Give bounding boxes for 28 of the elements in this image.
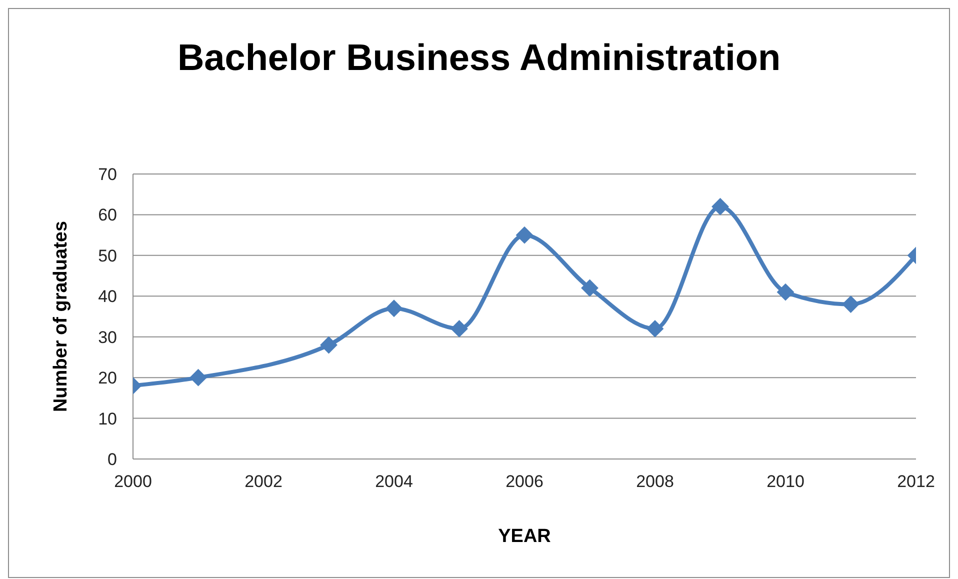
y-tick-label: 10 [98,409,117,428]
point [646,320,664,338]
y-axis-title: Number of graduates [50,220,72,412]
x-tick-label: 2002 [244,472,282,492]
y-tick-label: 70 [98,165,117,184]
point [450,320,468,338]
x-tick-label: 2004 [375,472,413,492]
y-tick-label: 40 [98,287,117,306]
x-tick-label: 2000 [114,472,152,492]
point [581,280,598,296]
point [190,369,207,386]
y-tick-label: 0 [108,450,117,470]
x-tick-label: 2010 [766,472,804,492]
point [712,198,729,216]
x-tick-label: 2008 [636,472,674,492]
x-axis-title: YEAR [498,526,552,547]
y-tick-label: 60 [98,206,117,225]
point [320,336,338,354]
y-tick-label: 20 [98,368,117,388]
chart-title: Bachelor Business Administration [176,37,782,79]
point [842,296,860,313]
point [516,226,533,244]
y-tick-label: 30 [98,328,117,347]
y-tick-label: 50 [98,246,117,266]
point [386,300,402,317]
x-tick-label: 2012 [897,472,935,492]
point [777,284,794,301]
x-tick-label: 2006 [506,472,544,492]
